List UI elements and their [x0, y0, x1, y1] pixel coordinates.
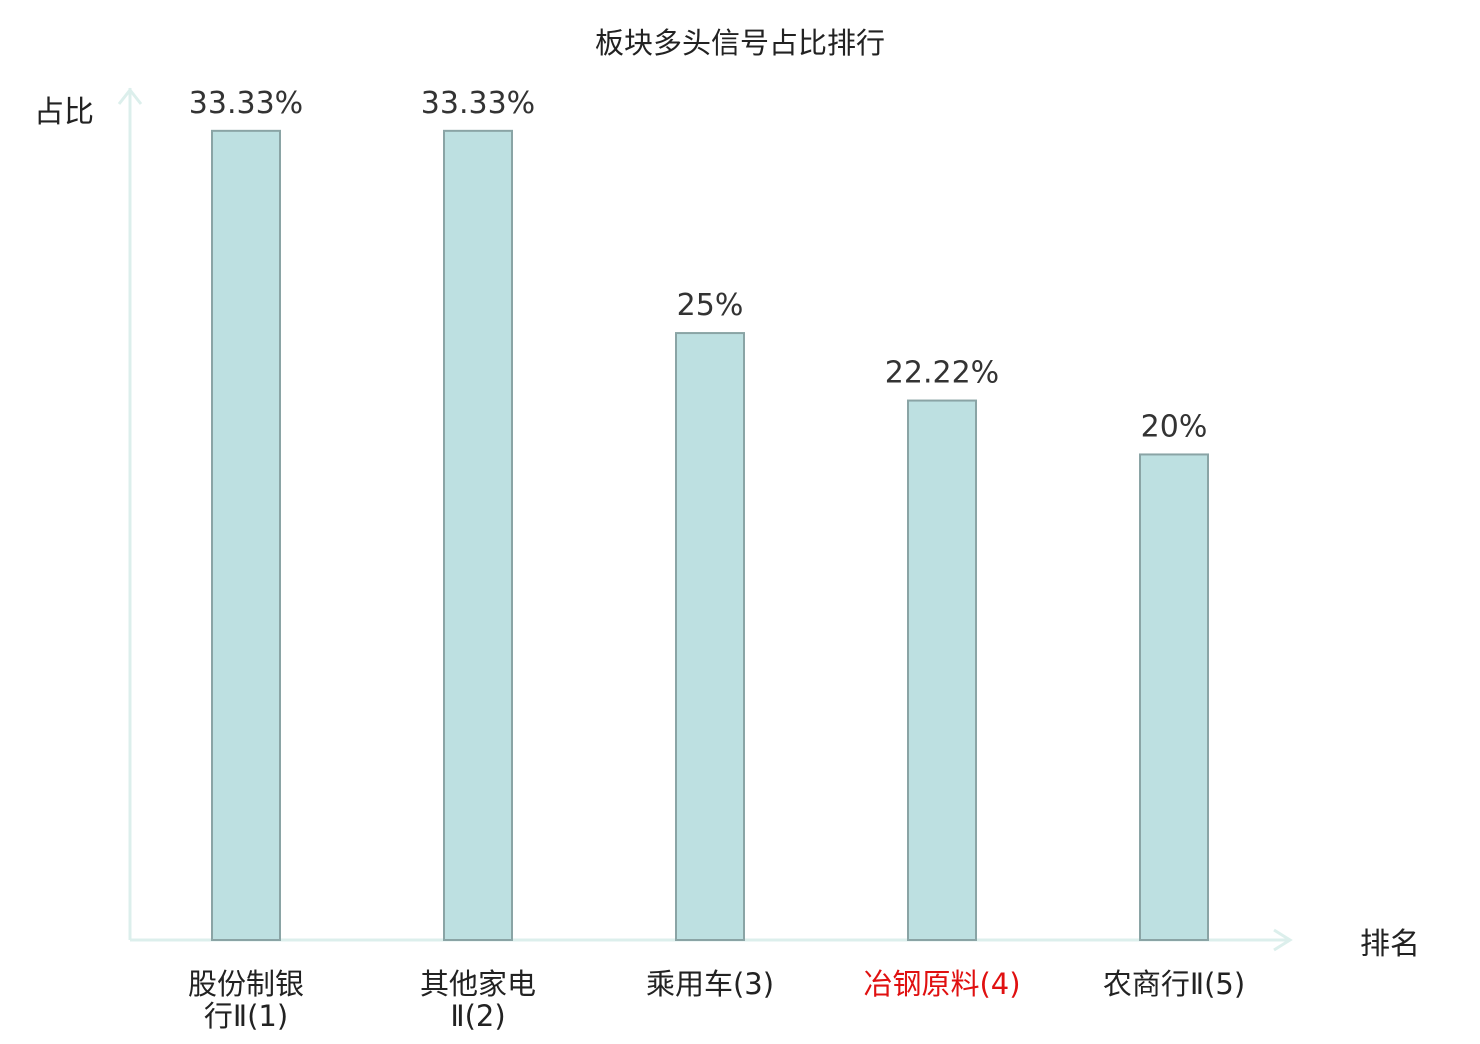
- y-axis-arrow: [117, 87, 143, 105]
- data-label: 33.33%: [189, 86, 303, 121]
- bar: [675, 332, 745, 941]
- x-tick-label: 行Ⅱ(1): [204, 999, 288, 1033]
- chart-title: 板块多头信号占比排行: [595, 26, 885, 60]
- x-axis-arrow: [1273, 928, 1293, 952]
- data-label: 25%: [677, 288, 744, 323]
- bar: [907, 399, 977, 941]
- x-tick-label: 农商行Ⅱ(5): [1103, 967, 1245, 1001]
- value-labels-group: 33.33% 33.33% 25% 22.22% 20%: [189, 86, 1208, 445]
- data-label: 33.33%: [421, 86, 535, 121]
- bars-group: [211, 129, 1209, 941]
- x-tick-label: 冶钢原料(4): [863, 967, 1020, 1001]
- data-label: 20%: [1141, 409, 1208, 444]
- bar: [211, 129, 281, 941]
- x-tick-label: 其他家电: [420, 967, 536, 1001]
- y-axis-label: 占比: [34, 95, 94, 130]
- bar: [1139, 453, 1209, 941]
- x-tick-label: 乘用车(3): [646, 967, 774, 1001]
- x-tick-label: Ⅱ(2): [450, 999, 505, 1033]
- bar: [443, 129, 513, 941]
- x-tick-label: 股份制银: [188, 967, 304, 1001]
- x-axis-label: 排名: [1360, 927, 1420, 962]
- data-label: 22.22%: [885, 356, 999, 391]
